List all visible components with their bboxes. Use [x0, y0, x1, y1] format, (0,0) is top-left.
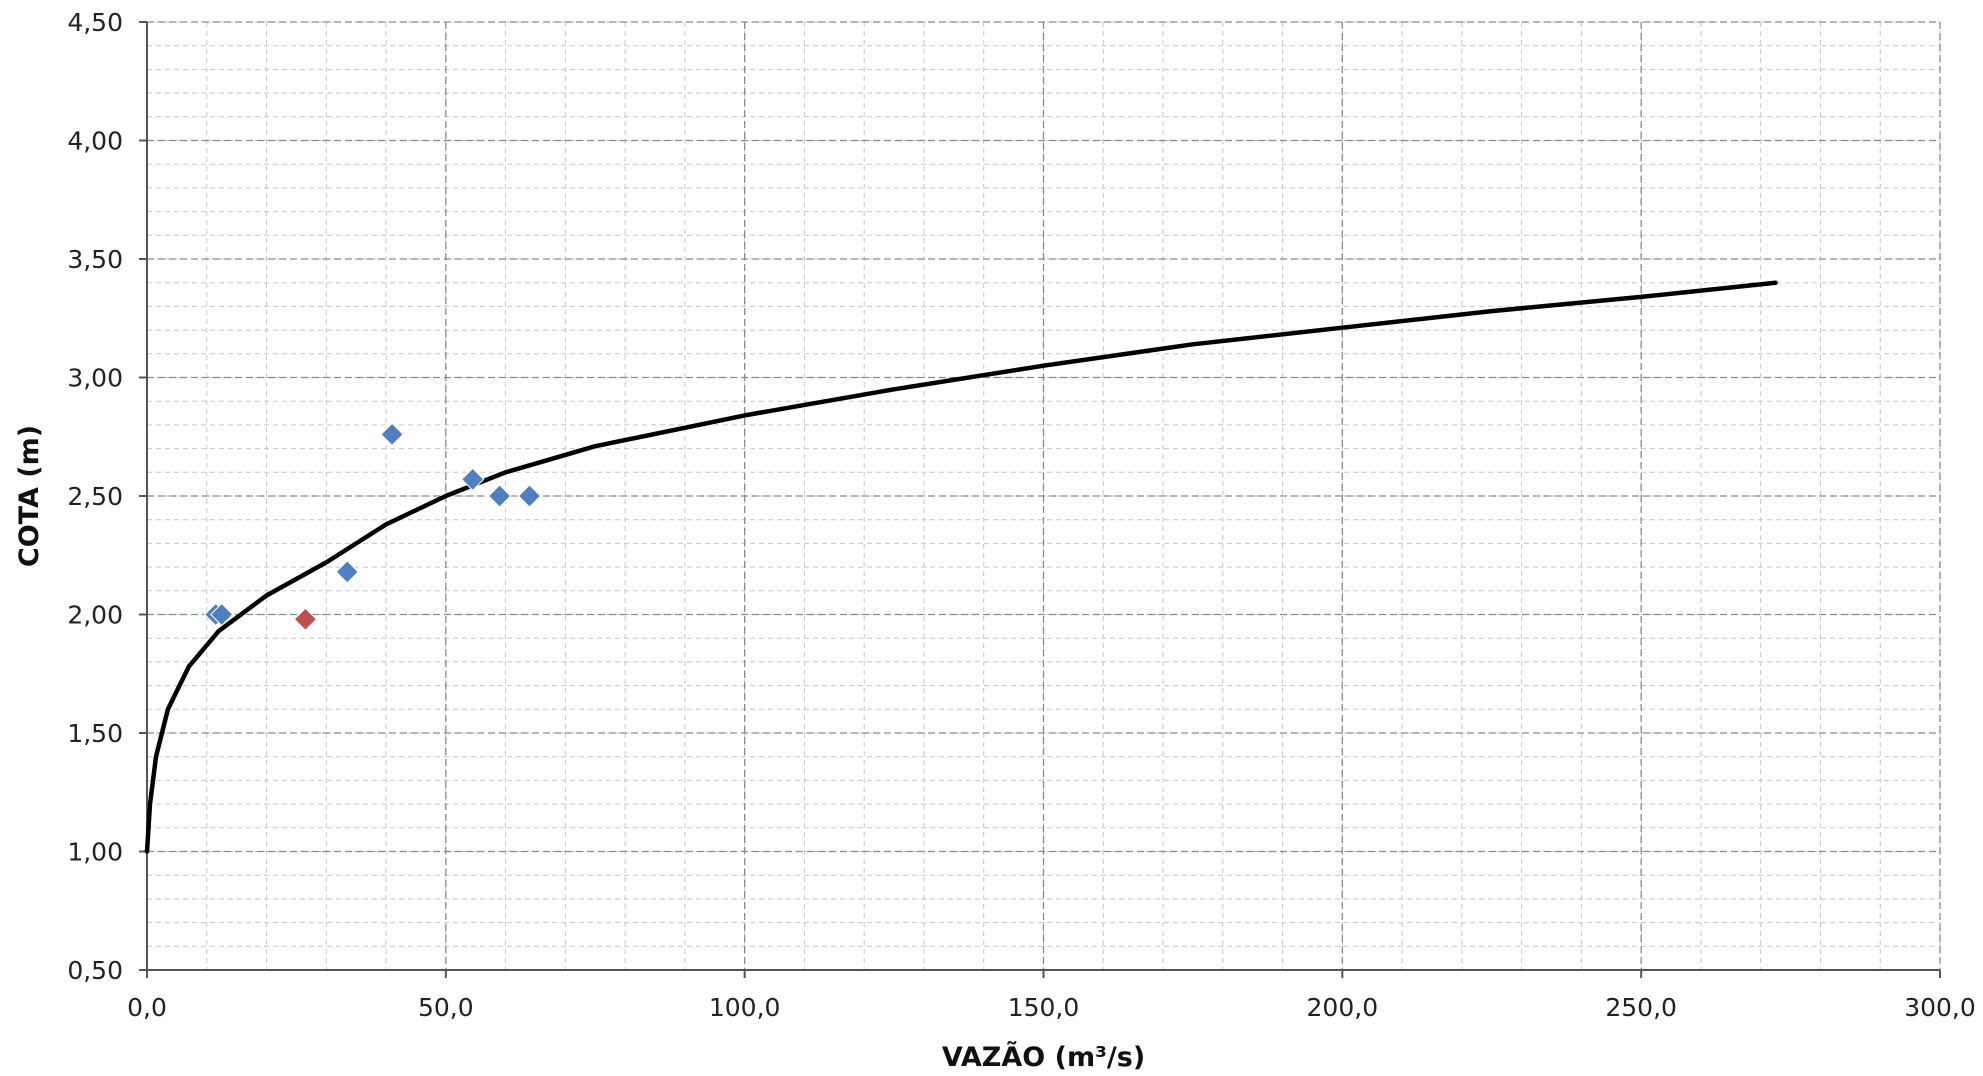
- x-tick-label: 0,0: [127, 993, 167, 1022]
- y-tick-label: 2,00: [67, 601, 123, 630]
- highlight-data-point: [293, 607, 318, 631]
- x-tick-label: 150,0: [1008, 993, 1080, 1022]
- y-tick-label: 4,00: [67, 127, 123, 156]
- data-point: [210, 602, 234, 627]
- x-tick-label: 300,0: [1904, 993, 1976, 1022]
- data-point: [335, 560, 359, 584]
- y-axis-title: COTA (m): [14, 425, 45, 567]
- x-tick-label: 50,0: [418, 993, 474, 1022]
- y-tick-label: 1,50: [67, 719, 123, 748]
- data-points-layer: [204, 422, 542, 631]
- y-tick-label: 2,50: [67, 482, 123, 511]
- data-point: [380, 422, 404, 447]
- y-tick-label: 3,50: [67, 245, 123, 274]
- x-tick-label: 250,0: [1605, 993, 1677, 1022]
- y-tick-label: 1,00: [67, 838, 123, 867]
- x-tick-labels: 0,0 50,0 100,0 150,0 200,0 250,0 300,0: [127, 993, 1976, 1022]
- y-tick-label: 0,50: [67, 956, 123, 985]
- x-tick-label: 200,0: [1307, 993, 1379, 1022]
- data-point: [517, 484, 542, 508]
- x-tick-label: 100,0: [709, 993, 781, 1022]
- y-tick-label: 3,00: [67, 364, 123, 393]
- y-tick-label: 4,50: [67, 8, 123, 37]
- axes: [139, 21, 1941, 978]
- y-tick-labels: 0,50 1,00 1,50 2,00 2,50 3,00 3,50 4,00 4,50: [67, 8, 123, 985]
- data-point: [487, 484, 512, 508]
- data-point: [461, 467, 485, 492]
- x-axis-title: VAZÃO (m³/s): [942, 1041, 1145, 1073]
